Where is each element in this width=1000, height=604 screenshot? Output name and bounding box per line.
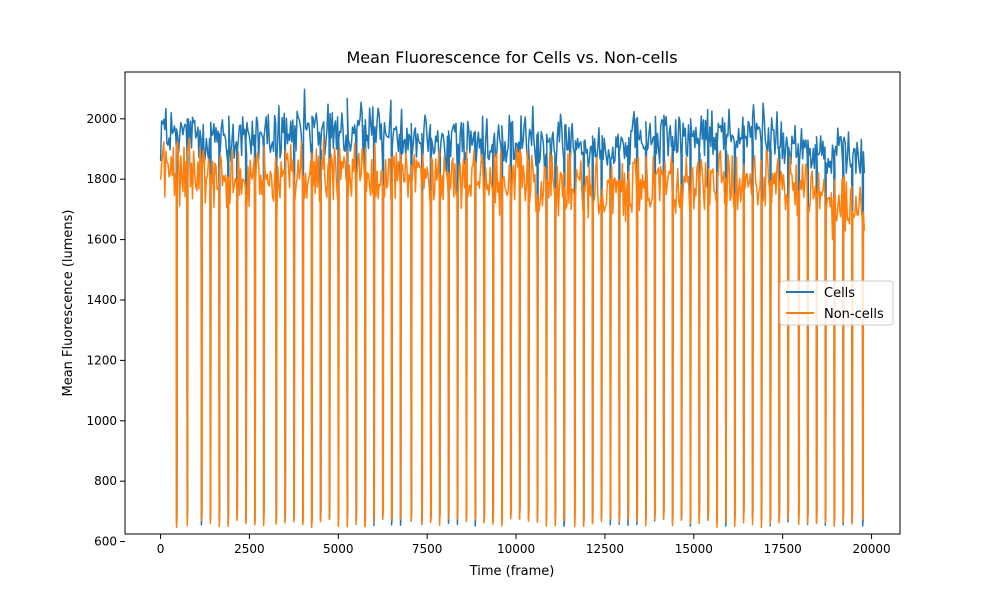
- x-tick-label: 0: [157, 542, 165, 556]
- legend: Cells Non-cells: [779, 280, 894, 326]
- x-tick-label: 5000: [323, 542, 354, 556]
- y-tick-label: 1400: [86, 293, 117, 307]
- y-axis: 600 800 1000 1200 1400 1600 1800 2000: [86, 112, 125, 549]
- chart-title: Mean Fluorescence for Cells vs. Non-cell…: [346, 48, 677, 67]
- y-axis-label: Mean Fluorescence (lumens): [61, 210, 76, 397]
- plot-frame: [124, 71, 901, 535]
- y-tick-label: 1200: [86, 353, 117, 367]
- y-tick-label: 600: [94, 535, 117, 549]
- x-tick-label: 17500: [764, 542, 802, 556]
- x-axis-label: Time (frame): [469, 564, 555, 579]
- x-tick-label: 20000: [852, 542, 890, 556]
- x-tick-label: 7500: [412, 542, 443, 556]
- series-layer: [159, 88, 866, 529]
- x-tick-label: 2500: [234, 542, 265, 556]
- x-axis: 0 2500 5000 7500 10000 12500 15000 17500 20000: [157, 534, 891, 556]
- y-tick-label: 800: [94, 474, 117, 488]
- y-tick-label: 1600: [86, 233, 117, 247]
- legend-label-non-cells: Non-cells: [824, 307, 884, 322]
- series-line-cells: [159, 88, 866, 528]
- x-tick-label: 15000: [675, 542, 713, 556]
- y-tick-label: 1800: [86, 172, 117, 186]
- legend-label-cells: Cells: [824, 286, 855, 301]
- x-tick-label: 10000: [497, 542, 535, 556]
- y-tick-label: 2000: [86, 112, 117, 126]
- x-tick-label: 12500: [586, 542, 624, 556]
- y-tick-label: 1000: [86, 414, 117, 428]
- series-line-non-cells: [159, 137, 866, 529]
